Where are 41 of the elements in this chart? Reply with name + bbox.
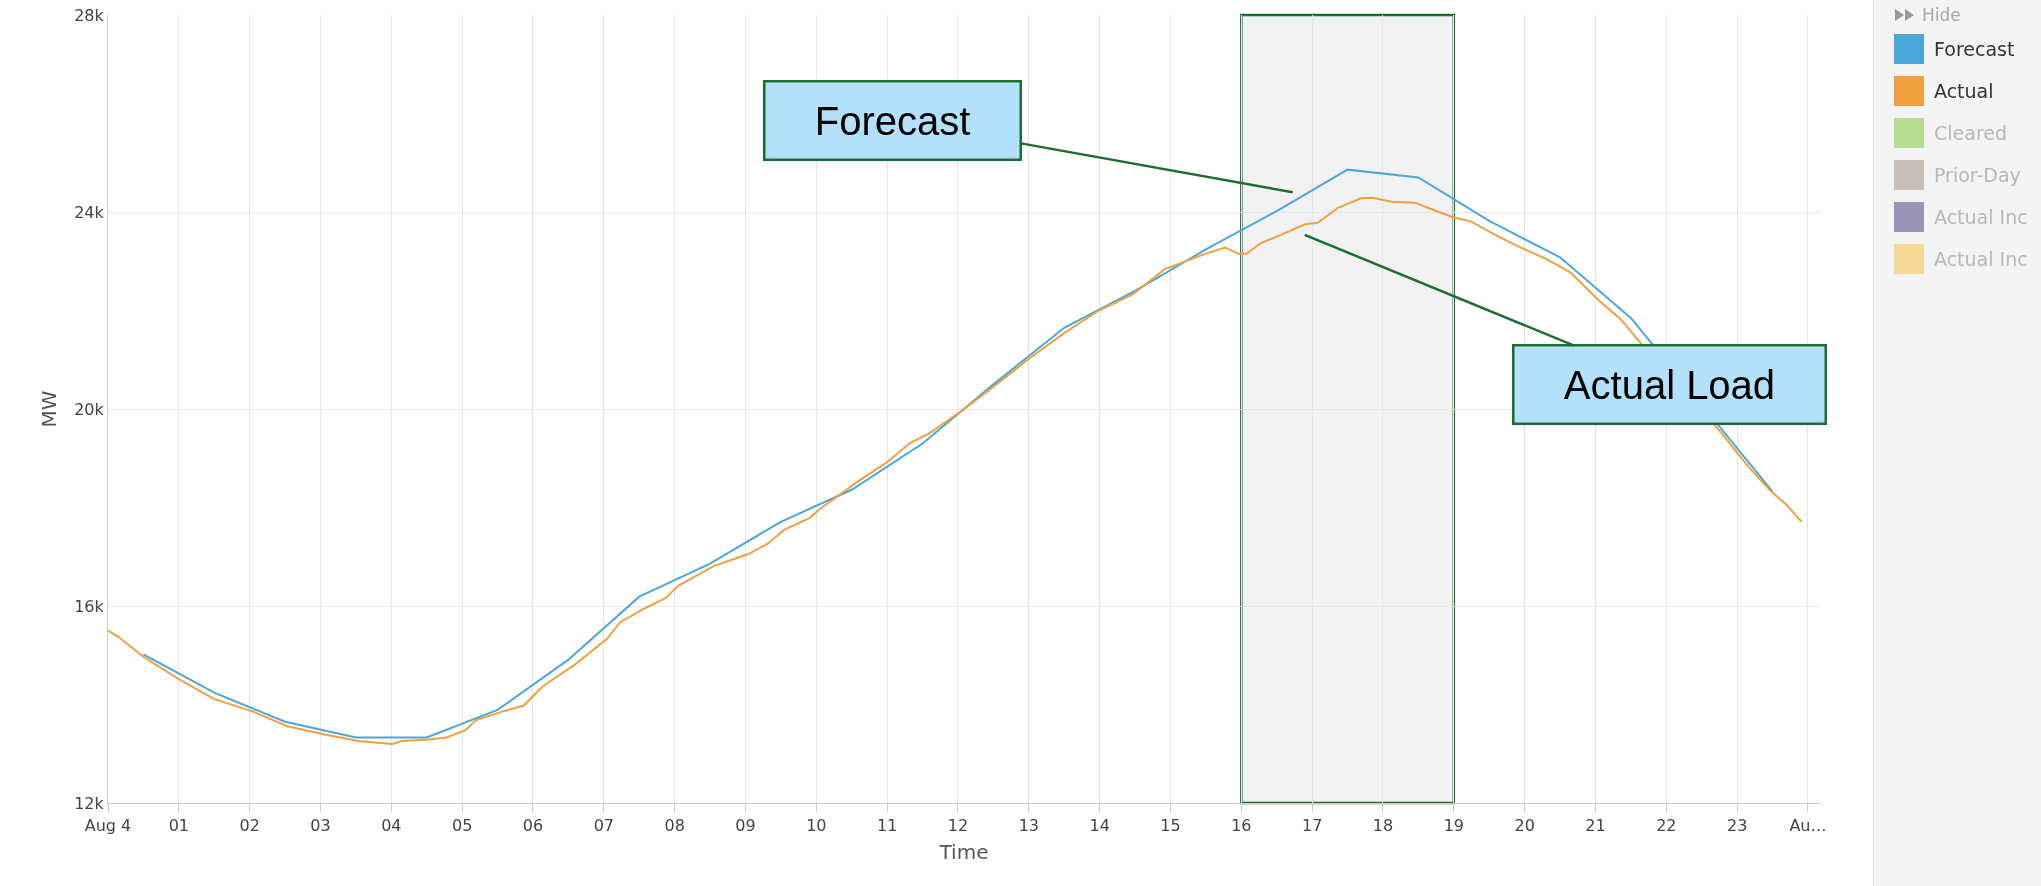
x-tick-label: 15 [1160, 816, 1181, 836]
legend-label: Actual [1934, 80, 1994, 102]
legend-label: Cleared [1934, 122, 2008, 144]
x-tick-label: 22 [1656, 816, 1677, 836]
x-tick-label: 05 [451, 816, 473, 836]
annotation: Actual Load [1530, 362, 1809, 407]
x-tick-label: 20 [1514, 816, 1535, 836]
legend-label: Actual Inc [1934, 206, 2028, 228]
x-tick-label: 08 [664, 816, 685, 836]
y-tick-label: 12k [74, 793, 105, 813]
x-tick-label: 04 [381, 816, 402, 836]
y-tick-label: 28k [74, 5, 105, 25]
x-tick-label: 03 [310, 816, 331, 836]
y-tick-label: 24k [74, 202, 105, 222]
x-tick-label: 13 [1018, 816, 1039, 836]
x-tick-label: 10 [806, 816, 827, 836]
x-tick-label: 23 [1726, 816, 1748, 836]
x-tick-label: 19 [1443, 816, 1464, 836]
x-tick-label: 06 [522, 816, 544, 836]
x-tick-label: 17 [1301, 816, 1323, 836]
y-tick-label: 20k [74, 399, 105, 419]
x-tick-label: Au… [1789, 816, 1827, 836]
legend-label: Prior-Day [1934, 164, 2021, 186]
x-tick-label: 01 [168, 816, 190, 836]
x-tick-label: 16 [1231, 816, 1252, 836]
legend-title: Hide [1922, 5, 1961, 25]
legend-label: Actual Inc [1934, 248, 2028, 270]
x-tick-label: 07 [593, 816, 614, 836]
x-tick-label: 18 [1372, 816, 1394, 836]
x-axis-title: Time [938, 839, 989, 864]
x-tick-label: 09 [735, 816, 756, 836]
x-tick-label: 14 [1089, 816, 1110, 836]
x-tick-label: 12 [947, 816, 969, 836]
x-tick-label: 11 [876, 816, 898, 836]
x-tick-label: 02 [239, 816, 260, 836]
y-tick-label: 16k [74, 596, 105, 616]
x-tick-label: Aug 4 [84, 816, 132, 836]
y-axis-title: MW [36, 390, 61, 428]
x-tick-label: 21 [1585, 816, 1606, 836]
annotation: Forecast [781, 98, 1004, 143]
legend-label: Forecast [1934, 38, 2015, 60]
